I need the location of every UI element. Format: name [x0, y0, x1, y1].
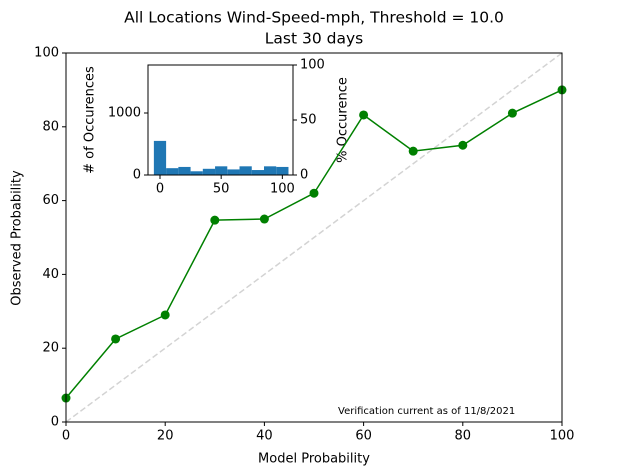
x-axis-label: Model Probability	[258, 452, 370, 467]
y-tick-label: 0	[133, 168, 141, 183]
plot-frame	[147, 64, 294, 176]
histogram-bar	[166, 168, 179, 175]
histogram-bar	[190, 171, 203, 175]
y-tick-label: 20	[42, 341, 59, 356]
x-tick-label: 0	[156, 182, 164, 197]
x-tick-label: 100	[550, 429, 575, 444]
data-point	[507, 108, 517, 118]
inset-y-axis-label: # of Occurences	[83, 66, 98, 174]
data-point	[359, 110, 369, 120]
annotation: Verification current as of 11/8/2021	[338, 406, 515, 417]
x-tick-label: 50	[213, 182, 230, 197]
reference-line	[65, 52, 563, 423]
y2-tick-label: 100	[300, 58, 325, 73]
y-tick-label: 60	[42, 193, 59, 208]
chart-subtitle: Last 30 days	[265, 30, 363, 48]
data-point	[259, 214, 269, 224]
y-axis-label: Observed Probability	[10, 170, 25, 306]
histogram-bar	[276, 166, 289, 175]
histogram-bar	[178, 166, 191, 175]
y-tick-label: 0	[51, 415, 59, 430]
histogram-bar	[264, 166, 277, 175]
data-point	[408, 146, 418, 156]
histogram-bar	[153, 140, 167, 175]
y-tick-label: 40	[42, 267, 59, 282]
x-tick-label: 100	[270, 182, 295, 197]
data-point	[309, 188, 319, 198]
y-tick-label: 100	[34, 46, 59, 61]
data-point	[210, 215, 220, 225]
x-tick-label: 60	[355, 429, 372, 444]
histogram-bar	[227, 169, 240, 175]
y2-tick-label: 0	[300, 168, 308, 183]
y-tick-label: 80	[42, 119, 59, 134]
data-point	[111, 334, 121, 344]
x-tick-label: 0	[62, 429, 70, 444]
inset-y2-axis-label: % Occurence	[336, 77, 351, 163]
plot-frame	[65, 52, 563, 423]
histogram-bar	[202, 168, 216, 175]
histogram-bar	[251, 170, 264, 175]
data-line	[65, 89, 563, 399]
histogram-bar	[215, 166, 228, 175]
x-tick-label: 80	[455, 429, 472, 444]
data-point	[458, 140, 468, 150]
histogram-bar	[239, 166, 252, 175]
x-tick-label: 20	[157, 429, 174, 444]
x-tick-label: 40	[256, 429, 273, 444]
y-tick-label: 1000	[108, 105, 141, 120]
data-point	[160, 310, 170, 320]
y2-tick-label: 50	[300, 113, 317, 128]
chart-title: All Locations Wind-Speed-mph, Threshold …	[124, 9, 504, 27]
